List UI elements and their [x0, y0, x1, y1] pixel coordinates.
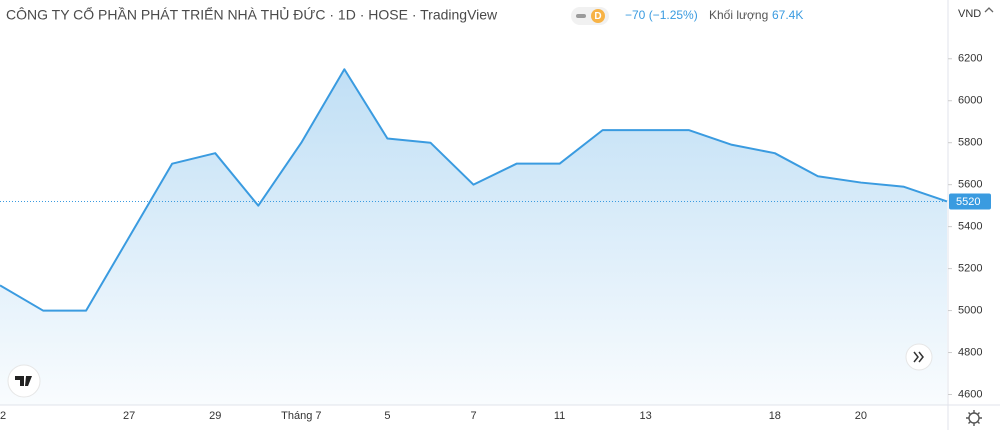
- y-tick-label: 5800: [958, 137, 982, 149]
- chart-title: CÔNG TY CỔ PHẦN PHÁT TRIỂN NHÀ THỦ ĐỨC ·…: [6, 6, 498, 23]
- last-price-label: 5520: [956, 196, 980, 208]
- tv-logo: [7, 364, 41, 398]
- x-tick-label: 27: [123, 410, 135, 422]
- x-tick-label: 29: [209, 410, 221, 422]
- y-tick-label: 5400: [958, 221, 982, 233]
- last-price-tag: [949, 193, 991, 210]
- price-change: −70 (−1.25%): [625, 8, 698, 22]
- plot-area: [0, 68, 948, 405]
- x-tick-label: Tháng 7: [281, 410, 321, 422]
- area-fill: [0, 69, 947, 405]
- x-tick-label: 20: [855, 410, 867, 422]
- x-tick-label: 18: [769, 410, 781, 422]
- y-tick-label: 4800: [958, 346, 982, 358]
- x-tick-label: 7: [470, 410, 476, 422]
- volume-label: Khối lượng: [709, 8, 768, 22]
- y-tick-label: 5600: [958, 179, 982, 191]
- y-tick-label: 4600: [958, 388, 982, 400]
- y-tick-label: 6000: [958, 95, 982, 107]
- badge-icon: [576, 14, 586, 18]
- y-tick-label: 5000: [958, 304, 982, 316]
- interval-badge: D: [594, 11, 601, 22]
- x-tick-label: 11: [554, 410, 565, 422]
- volume-value: 67.4K: [772, 8, 803, 22]
- badge-dot: [591, 9, 605, 23]
- x-tick-label: 2: [0, 410, 6, 422]
- y-tick-label: 5200: [958, 263, 982, 275]
- settings-button[interactable]: [966, 410, 982, 426]
- collapse-button[interactable]: [984, 7, 994, 13]
- scroll-button[interactable]: [905, 343, 933, 371]
- y-tick-label: 6200: [958, 53, 982, 65]
- x-tick-label: 5: [384, 410, 390, 422]
- price-line: [0, 68, 948, 312]
- x-tick-label: 13: [640, 410, 652, 422]
- currency-label: VND: [958, 8, 981, 20]
